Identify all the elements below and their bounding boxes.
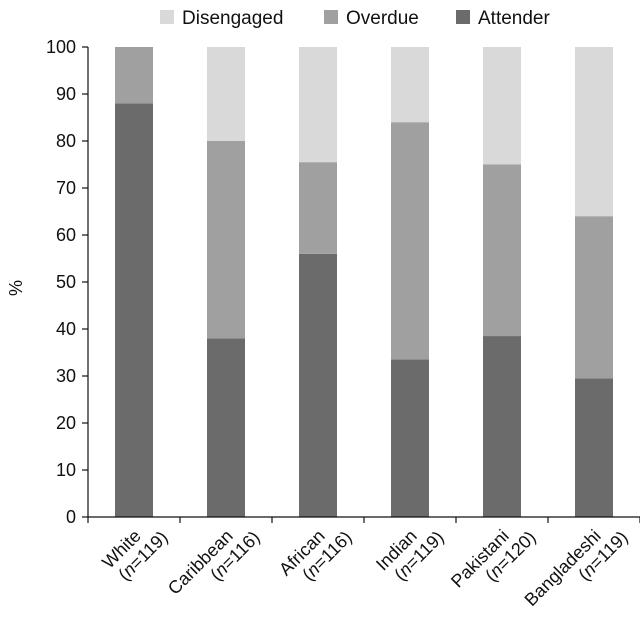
bar-african-attender [299,253,337,518]
legend-item-disengaged: Disengaged [160,8,283,29]
bar-indian-overdue [391,122,429,360]
legend-label-overdue: Overdue [346,8,419,29]
x-tick-label-indian: Indian(n=119) [372,526,448,585]
bar-white-overdue [115,47,153,104]
y-tick-label: 70 [56,178,76,198]
x-tick-label-caribbean: Caribbean(n=116) [164,526,264,599]
y-tick-label: 80 [56,131,76,151]
legend-label-disengaged: Disengaged [182,8,283,29]
bar-caribbean-disengaged [207,47,245,141]
y-tick-label: 40 [56,319,76,339]
y-tick-label: 20 [56,413,76,433]
bar-pakistani-attender [483,336,521,517]
y-tick-label: 60 [56,225,76,245]
bar-pakistani-disengaged [483,47,521,165]
bar-indian-attender [391,359,429,517]
bar-pakistani-overdue [483,164,521,337]
legend-label-attender: Attender [478,8,550,29]
y-axis-title: % [6,280,26,296]
legend-swatch-attender [456,10,470,24]
x-tick-label-white: White(n=119) [98,526,172,585]
legend-item-overdue: Overdue [324,8,419,29]
y-tick-label: 10 [56,460,76,480]
bar-caribbean-attender [207,338,245,517]
bar-caribbean-overdue [207,141,245,339]
x-tick-label-african: African(n=116) [275,526,356,585]
legend: Disengaged Overdue Attender [160,8,550,29]
bar-african-overdue [299,162,337,254]
bar-bangladeshi-overdue [575,216,613,379]
legend-swatch-disengaged [160,10,174,24]
y-tick-label: 30 [56,366,76,386]
bar-bangladeshi-disengaged [575,47,613,217]
bar-african-disengaged [299,47,337,163]
bars [115,47,613,518]
y-tick-label: 100 [46,37,76,57]
y-tick-label: 0 [66,507,76,527]
bar-bangladeshi-attender [575,378,613,517]
legend-swatch-overdue [324,10,338,24]
legend-item-attender: Attender [456,8,550,29]
x-tick-label-bangladeshi: Bangladeshi(n=119) [521,526,632,610]
bar-white-attender [115,103,153,518]
bar-indian-disengaged [391,47,429,123]
y-tick-label: 50 [56,272,76,292]
y-tick-label: 90 [56,84,76,104]
